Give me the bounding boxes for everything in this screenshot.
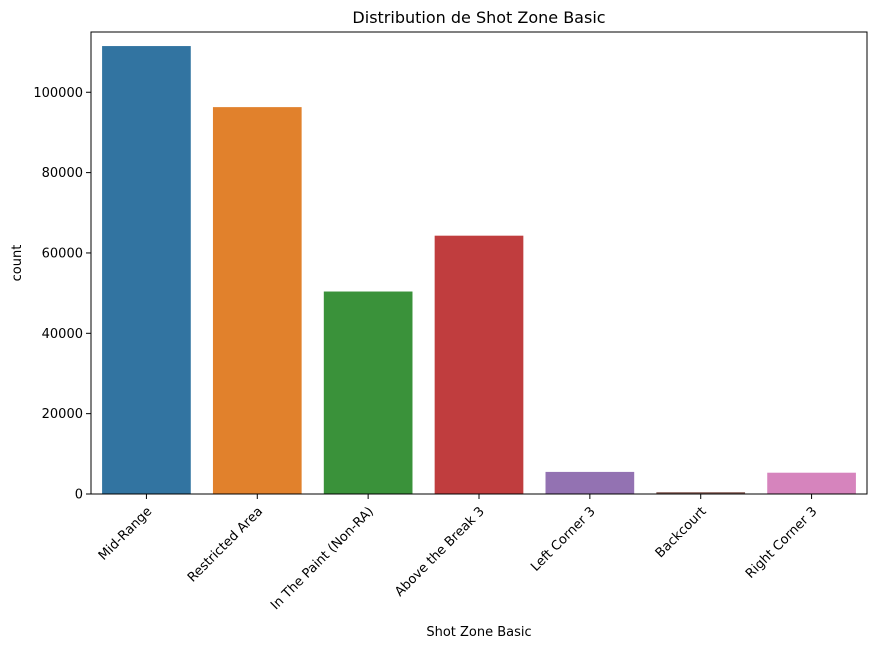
y-tick-label: 40000 [42, 327, 83, 342]
y-tick-label: 0 [75, 488, 83, 503]
bars-group [102, 46, 856, 494]
bar-2 [323, 291, 413, 494]
chart-title: Distribution de Shot Zone Basic [352, 8, 605, 27]
x-tick-label: Left Corner 3 [528, 504, 599, 575]
x-tick-label: Restricted Area [185, 504, 266, 585]
x-tick-label: In The Paint (Non-RA) [268, 504, 377, 613]
y-axis-ticks: 0 20000 40000 60000 80000 100000 [33, 86, 91, 503]
bar-1 [212, 107, 302, 494]
y-axis-label: count [10, 245, 25, 282]
x-tick-label: Above the Break 3 [392, 504, 488, 600]
bar-3 [434, 235, 524, 494]
bar-4 [545, 471, 635, 494]
y-tick-label: 100000 [33, 86, 83, 101]
plot-frame [90, 31, 868, 495]
x-axis-ticks: Mid-Range Restricted Area In The Paint (No… [96, 494, 820, 613]
x-tick-label: Mid-Range [96, 504, 155, 563]
x-axis-label: Shot Zone Basic [426, 625, 531, 640]
bar-0 [102, 46, 191, 494]
y-tick-label: 60000 [42, 246, 83, 261]
bar-5 [656, 492, 746, 494]
x-tick-label: Right Corner 3 [743, 504, 820, 581]
y-tick-label: 20000 [42, 407, 83, 422]
bar-6 [767, 472, 856, 494]
x-tick-label: Backcourt [653, 504, 710, 561]
y-tick-label: 80000 [42, 166, 83, 181]
